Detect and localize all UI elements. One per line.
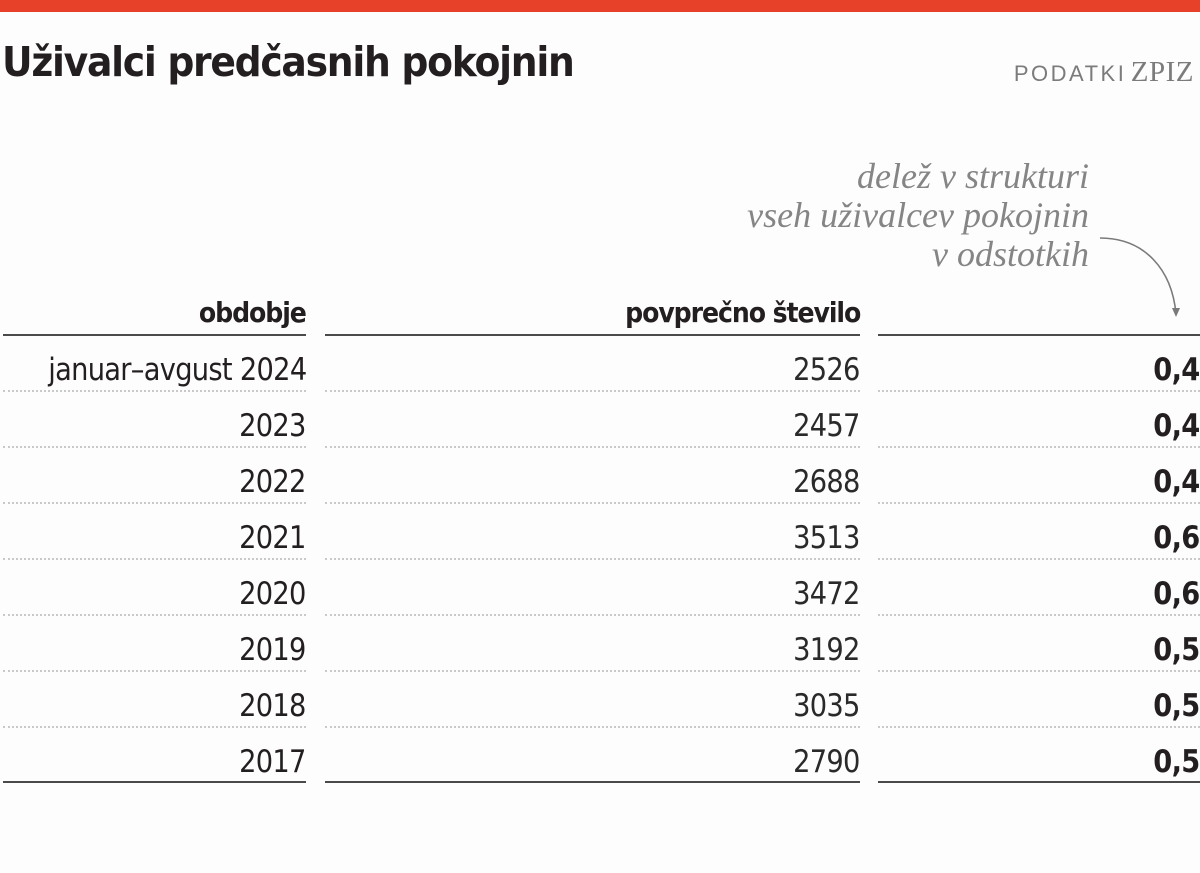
- table-cell-period: 2018: [3, 672, 307, 728]
- column-header-period: obdobje: [3, 290, 307, 336]
- page-title: Uživalci predčasnih pokojnin: [2, 38, 575, 86]
- annotation-line: delež v strukturi: [857, 156, 1089, 196]
- table-cell-count: 2688: [325, 448, 861, 504]
- table-cell-count: 2457: [325, 392, 861, 448]
- table-cell-share: 0,5: [878, 728, 1200, 783]
- table-cell-share: 0,4: [878, 448, 1200, 504]
- table-cell-period: 2020: [3, 560, 307, 616]
- count-column: 2526 2457 2688 3513 3472 3192 3035 2790: [325, 336, 861, 783]
- table-cell-share: 0,4: [878, 336, 1200, 392]
- column-header-count: povprečno število: [325, 290, 861, 336]
- period-column: januar–avgust 2024 2023 2022 2021 2020 2…: [3, 336, 307, 783]
- table-cell-count: 2526: [325, 336, 861, 392]
- source-credit: PODATKI ZPIZ: [1014, 56, 1194, 89]
- table-cell-share: 0,5: [878, 616, 1200, 672]
- column-header-share: [878, 290, 1200, 336]
- table-cell-count: 3472: [325, 560, 861, 616]
- table-cell-period: 2017: [3, 728, 307, 783]
- source-label: PODATKI: [1013, 61, 1127, 86]
- table-cell-period: 2019: [3, 616, 307, 672]
- table-cell-count: 2790: [325, 728, 861, 783]
- curved-arrow-down-icon: [1099, 237, 1180, 317]
- table-cell-count: 3513: [325, 504, 861, 560]
- table-cell-period: 2023: [3, 392, 307, 448]
- accent-bar: [0, 0, 1200, 12]
- share-column-annotation: delež v strukturi vseh uživalcev pokojni…: [747, 157, 1089, 274]
- table-cell-count: 3035: [325, 672, 861, 728]
- table-cell-period: 2022: [3, 448, 307, 504]
- table-cell-share: 0,5: [878, 672, 1200, 728]
- share-column: 0,4 0,4 0,4 0,6 0,6 0,5 0,5 0,5: [878, 336, 1200, 783]
- annotation-line: v odstotkih: [932, 234, 1089, 274]
- table-cell-share: 0,6: [878, 560, 1200, 616]
- table-cell-count: 3192: [325, 616, 861, 672]
- annotation-line: vseh uživalcev pokojnin: [747, 195, 1089, 235]
- table-cell-period: januar–avgust 2024: [3, 336, 307, 392]
- table-cell-period: 2021: [3, 504, 307, 560]
- source-org: ZPIZ: [1130, 56, 1194, 88]
- table-cell-share: 0,4: [878, 392, 1200, 448]
- table-cell-share: 0,6: [878, 504, 1200, 560]
